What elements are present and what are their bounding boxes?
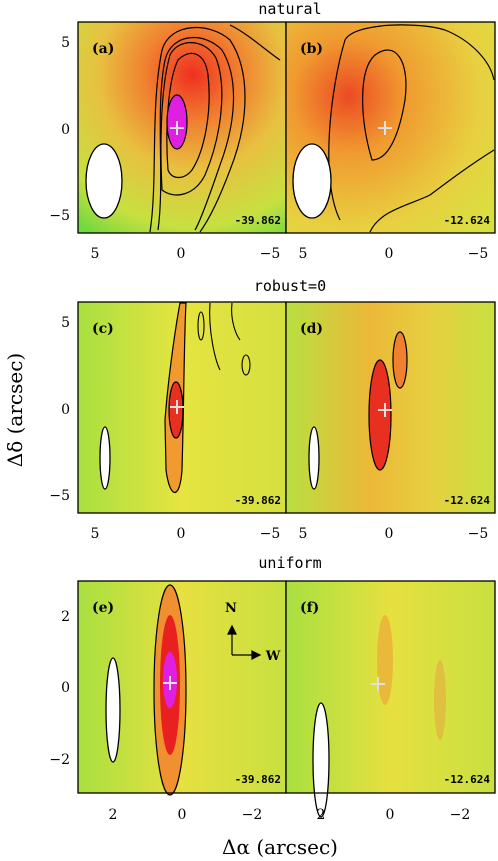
x-tick: −2: [242, 807, 263, 823]
row-title-uniform: uniform: [258, 554, 321, 572]
x-tick: −5: [260, 246, 281, 262]
cross-marker: [378, 403, 392, 417]
x-tick: −5: [468, 526, 489, 542]
x-tick: 5: [299, 526, 308, 542]
x-tick: 5: [91, 526, 100, 542]
compass-north-label: N: [225, 601, 237, 616]
y-tick: −2: [49, 752, 70, 768]
x-tick: 2: [109, 807, 118, 823]
panel-value: -39.862: [235, 214, 281, 227]
beam-ellipse: [99, 426, 111, 490]
panel-value: -39.862: [235, 494, 281, 507]
compass-west-label: W: [265, 649, 281, 664]
y-tick: 2: [61, 609, 70, 625]
panel-label: (a): [92, 41, 114, 57]
contour-line: [231, 302, 241, 341]
beam-ellipse: [292, 143, 332, 219]
y-axis-label: Δδ (arcsec): [3, 353, 27, 467]
contour-line: [157, 37, 235, 231]
beam-ellipse: [308, 426, 320, 490]
beam-ellipse: [85, 143, 123, 219]
contour-line: [229, 24, 281, 61]
panel-a: [77, 21, 287, 234]
contour-line: [149, 27, 246, 233]
panel-b: [285, 21, 496, 234]
x-tick: −5: [260, 526, 281, 542]
x-tick: 0: [385, 246, 394, 262]
x-tick: −5: [468, 246, 489, 262]
x-axis-label: Δα (arcsec): [222, 835, 338, 859]
panel-label: (b): [300, 41, 323, 57]
cross-marker: [378, 121, 392, 135]
x-tick: 0: [178, 807, 187, 823]
contour-line: [328, 24, 495, 221]
row-title-robust: robust=0: [254, 277, 326, 295]
compass-north-arrow: [227, 624, 237, 655]
panel-value: -39.862: [235, 773, 281, 786]
panel-value: -12.624: [444, 214, 491, 227]
y-tick: −5: [49, 488, 70, 504]
cross-marker: [163, 676, 177, 690]
x-tick: 0: [177, 246, 186, 262]
contour-line: [362, 49, 407, 161]
panel-label: (e): [92, 600, 114, 616]
contour-line: [160, 42, 223, 196]
row-title-natural: natural: [258, 0, 321, 18]
x-tick: 5: [299, 246, 308, 262]
beam-ellipse: [312, 702, 330, 818]
y-tick: 0: [61, 680, 70, 696]
x-tick: 0: [177, 526, 186, 542]
cross-marker: [170, 121, 184, 135]
y-tick: 0: [61, 402, 70, 418]
contour-line: [209, 302, 221, 371]
cross-marker: [170, 400, 184, 414]
panel-value: -12.624: [444, 773, 491, 786]
cross-marker: [371, 677, 385, 691]
panel-label: (c): [92, 321, 114, 337]
y-tick: −5: [49, 208, 70, 224]
y-tick: 5: [61, 35, 70, 51]
panel-c: [77, 301, 287, 514]
y-tick: 0: [61, 122, 70, 138]
panel-value: -12.624: [444, 494, 491, 507]
x-tick: 2: [317, 807, 326, 823]
compass-west-arrow: [232, 650, 262, 660]
beam-ellipse: [105, 657, 121, 763]
contour-line: [166, 52, 210, 179]
x-tick: 0: [385, 526, 394, 542]
panel-d: [285, 301, 496, 514]
x-tick: 5: [91, 246, 100, 262]
panel-e: [77, 580, 287, 796]
y-tick: 5: [61, 315, 70, 331]
panel-label: (d): [300, 321, 323, 337]
panel-f: [285, 580, 496, 818]
panel-label: (f): [300, 600, 319, 616]
x-tick: −2: [450, 807, 471, 823]
x-tick: 0: [386, 807, 395, 823]
contour-line: [369, 149, 495, 233]
